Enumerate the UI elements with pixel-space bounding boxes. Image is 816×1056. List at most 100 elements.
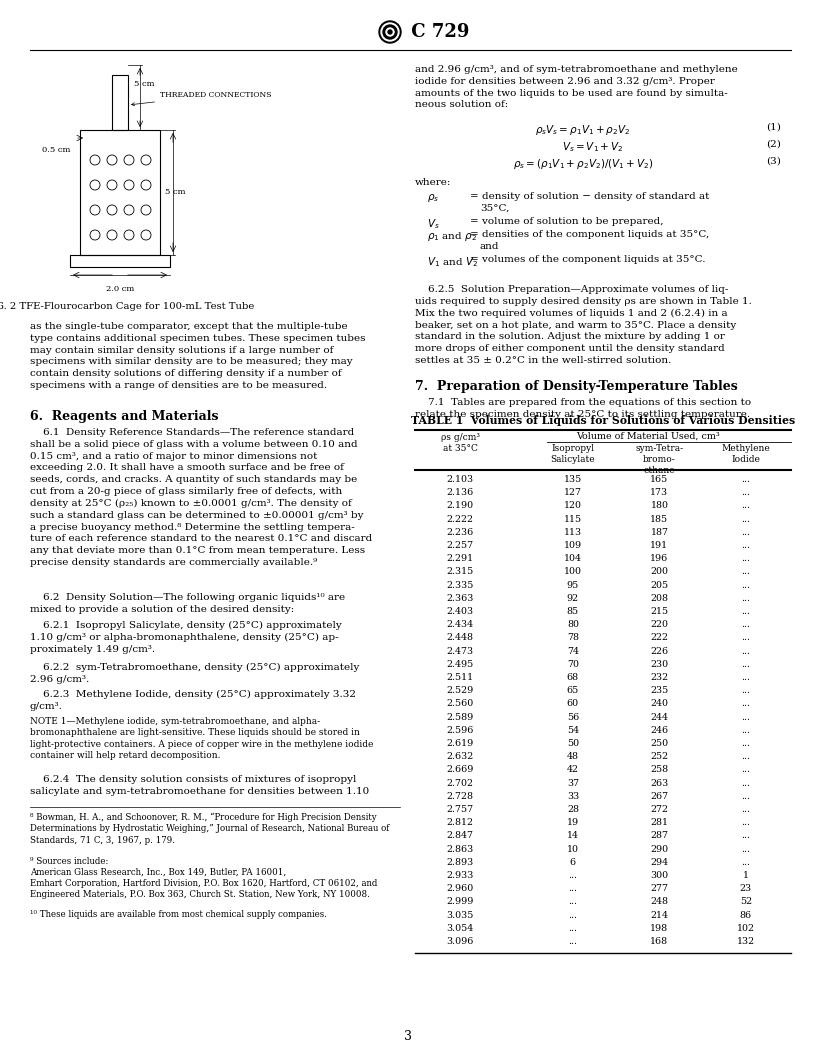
- Text: ...: ...: [742, 634, 751, 642]
- Text: 127: 127: [564, 488, 582, 497]
- Text: 2.999: 2.999: [446, 898, 474, 906]
- Text: 95: 95: [567, 581, 579, 589]
- Text: 2.236: 2.236: [446, 528, 474, 536]
- Text: 3.054: 3.054: [446, 924, 474, 932]
- Text: where:: where:: [415, 178, 451, 187]
- Text: 235: 235: [650, 686, 668, 695]
- Text: ...: ...: [742, 805, 751, 814]
- Text: 2.190: 2.190: [446, 502, 473, 510]
- Text: 80: 80: [567, 620, 579, 629]
- Text: ...: ...: [569, 884, 578, 893]
- Text: ...: ...: [742, 620, 751, 629]
- Text: 56: 56: [567, 713, 579, 721]
- Text: 294: 294: [650, 857, 668, 867]
- Text: as the single-tube comparator, except that the multiple-tube
type contains addit: as the single-tube comparator, except th…: [30, 322, 366, 390]
- Circle shape: [388, 30, 392, 34]
- Text: 35°C,: 35°C,: [480, 204, 509, 213]
- Text: 290: 290: [650, 845, 668, 853]
- Text: 74: 74: [567, 646, 579, 656]
- Text: 2.960: 2.960: [446, 884, 474, 893]
- Text: 220: 220: [650, 620, 668, 629]
- Text: THREADED CONNECTIONS: THREADED CONNECTIONS: [131, 91, 272, 106]
- Text: (2): (2): [766, 140, 781, 149]
- Text: 2.632: 2.632: [446, 752, 474, 761]
- Text: 6.2.3  Methylene Iodide, density (25°C) approximately 3.32
g/cm³.: 6.2.3 Methylene Iodide, density (25°C) a…: [30, 690, 356, 711]
- Text: 2.619: 2.619: [446, 739, 474, 748]
- Text: 250: 250: [650, 739, 668, 748]
- Text: 230: 230: [650, 660, 668, 668]
- Text: 5 cm: 5 cm: [165, 188, 185, 196]
- Text: ρs g/cm³
at 35°C: ρs g/cm³ at 35°C: [441, 433, 480, 453]
- Text: ...: ...: [569, 924, 578, 932]
- Text: (1): (1): [766, 122, 781, 132]
- Circle shape: [386, 29, 394, 36]
- Text: ...: ...: [742, 792, 751, 800]
- Text: ⁹ Sources include:
American Glass Research, Inc., Box 149, Butler, PA 16001,
Emh: ⁹ Sources include: American Glass Resear…: [30, 857, 377, 900]
- Text: 5 cm: 5 cm: [134, 80, 154, 88]
- Text: 3.096: 3.096: [446, 937, 474, 946]
- Text: 2.434: 2.434: [446, 620, 473, 629]
- Text: 196: 196: [650, 554, 668, 563]
- Text: Isopropyl
Salicylate: Isopropyl Salicylate: [551, 444, 595, 464]
- Text: ...: ...: [742, 725, 751, 735]
- Text: 2.222: 2.222: [446, 514, 473, 524]
- Text: 115: 115: [564, 514, 582, 524]
- Text: 2.812: 2.812: [446, 818, 473, 827]
- Text: 3.035: 3.035: [446, 910, 474, 920]
- Circle shape: [381, 23, 399, 41]
- Text: C 729: C 729: [405, 23, 469, 41]
- Text: ...: ...: [742, 541, 751, 550]
- Circle shape: [383, 25, 397, 39]
- Text: 52: 52: [740, 898, 752, 906]
- Text: ...: ...: [742, 567, 751, 577]
- Text: 70: 70: [567, 660, 579, 668]
- Text: 244: 244: [650, 713, 668, 721]
- Text: 272: 272: [650, 805, 668, 814]
- Text: 2.589: 2.589: [446, 713, 474, 721]
- Text: 0.5 cm: 0.5 cm: [42, 146, 70, 154]
- Text: 2.315: 2.315: [446, 567, 474, 577]
- Text: 6.2.1  Isopropyl Salicylate, density (25°C) approximately
1.10 g/cm³ or alpha-br: 6.2.1 Isopropyl Salicylate, density (25°…: [30, 621, 342, 654]
- Text: 2.669: 2.669: [446, 766, 474, 774]
- Text: 246: 246: [650, 725, 668, 735]
- Text: ¹⁰ These liquids are available from most chemical supply companies.: ¹⁰ These liquids are available from most…: [30, 910, 327, 919]
- Text: 2.495: 2.495: [446, 660, 474, 668]
- Text: ...: ...: [569, 937, 578, 946]
- Text: 33: 33: [567, 792, 579, 800]
- Text: 2.757: 2.757: [446, 805, 473, 814]
- Text: (3): (3): [766, 157, 781, 166]
- Text: 2.511: 2.511: [446, 673, 473, 682]
- Text: 173: 173: [650, 488, 668, 497]
- Text: 2.136: 2.136: [446, 488, 474, 497]
- Text: 2.335: 2.335: [446, 581, 474, 589]
- Text: ...: ...: [742, 581, 751, 589]
- Bar: [70, 254, 170, 267]
- Text: 135: 135: [564, 475, 582, 484]
- Text: 2.847: 2.847: [446, 831, 473, 841]
- Text: FIG. 2 TFE-Flourocarbon Cage for 100-mL Test Tube: FIG. 2 TFE-Flourocarbon Cage for 100-mL …: [0, 302, 255, 312]
- Text: 215: 215: [650, 607, 668, 616]
- Text: ...: ...: [742, 502, 751, 510]
- Text: 2.103: 2.103: [446, 475, 473, 484]
- Text: 3: 3: [404, 1030, 412, 1042]
- Text: 68: 68: [567, 673, 579, 682]
- Text: 2.529: 2.529: [446, 686, 474, 695]
- Text: TABLE 1  Volumes of Liquids for Solutions of Various Densities: TABLE 1 Volumes of Liquids for Solutions…: [411, 415, 795, 426]
- Text: ...: ...: [742, 752, 751, 761]
- Text: 6.  Reagents and Materials: 6. Reagents and Materials: [30, 410, 219, 423]
- Text: 6.1  Density Reference Standards—The reference standard
shall be a solid piece o: 6.1 Density Reference Standards—The refe…: [30, 428, 372, 567]
- Circle shape: [379, 21, 401, 43]
- Text: 50: 50: [567, 739, 579, 748]
- Text: 86: 86: [740, 910, 752, 920]
- Text: 6.2  Density Solution—The following organic liquids¹⁰ are
mixed to provide a sol: 6.2 Density Solution—The following organ…: [30, 593, 345, 614]
- Text: 277: 277: [650, 884, 668, 893]
- Text: ...: ...: [742, 818, 751, 827]
- Text: 37: 37: [567, 778, 579, 788]
- Text: 109: 109: [564, 541, 582, 550]
- Text: 191: 191: [650, 541, 668, 550]
- Text: 48: 48: [567, 752, 579, 761]
- Text: 2.702: 2.702: [446, 778, 473, 788]
- Text: Volume of Material Used, cm³: Volume of Material Used, cm³: [576, 432, 720, 441]
- Text: ...: ...: [742, 593, 751, 603]
- Text: 113: 113: [564, 528, 582, 536]
